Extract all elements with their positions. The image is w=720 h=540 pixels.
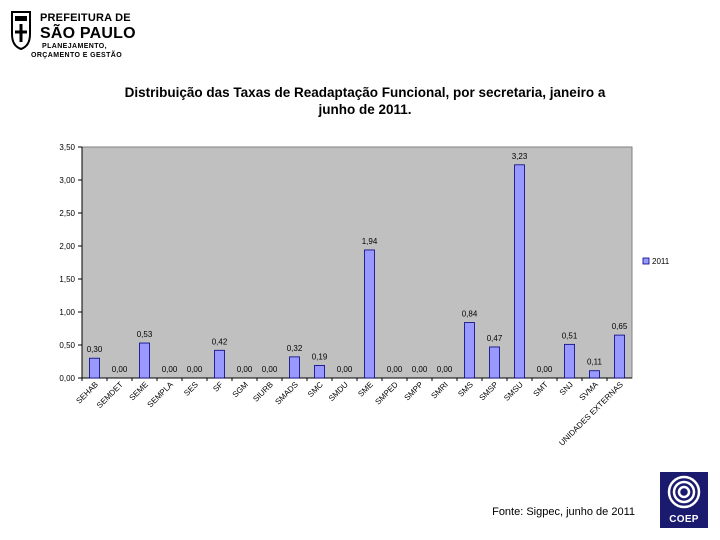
data-label: 0,00: [237, 365, 253, 374]
x-tick-label: SMPED: [373, 380, 400, 407]
bar: [214, 349, 225, 379]
x-tick-label: SEMPLA: [146, 380, 176, 410]
logo-text-sao-paulo: SÃO PAULO: [40, 25, 136, 42]
logo-text-prefeitura: PREFEITURA DE: [40, 12, 131, 24]
plot-area: [81, 146, 633, 379]
bar: [139, 342, 150, 379]
data-label: 0,47: [487, 334, 503, 343]
bar: [614, 334, 625, 379]
data-label: 0,11: [587, 358, 603, 367]
data-label: 0,00: [112, 365, 128, 374]
x-tick-label: SMS: [456, 380, 475, 399]
x-tick-label: SME: [356, 380, 375, 399]
legend-swatch: [642, 257, 650, 265]
x-tick-label: SGM: [231, 380, 250, 399]
bar: [514, 164, 525, 379]
bar: [289, 356, 300, 379]
x-tick-label: SNJ: [558, 380, 575, 397]
data-label: 0,53: [137, 330, 153, 339]
y-tick-label: 3,50: [59, 143, 75, 152]
y-tick-label: 0,00: [59, 374, 75, 383]
data-label: 0,00: [537, 365, 553, 374]
x-tick-label: SF: [211, 380, 225, 394]
data-label: 0,00: [337, 365, 353, 374]
legend-label: 2011: [652, 257, 670, 266]
bar: [314, 365, 325, 379]
bar: [89, 357, 100, 379]
bar: [564, 343, 575, 379]
x-tick-label: SEMDET: [95, 380, 125, 410]
x-tick-label: SMPP: [403, 380, 425, 402]
data-label: 0,84: [462, 310, 478, 319]
chart-title: Distribuição das Taxas de Readaptação Fu…: [100, 84, 630, 118]
data-label: 0,30: [87, 345, 103, 354]
y-tick-label: 1,00: [59, 308, 75, 317]
bar: [589, 370, 600, 379]
data-label: 0,00: [187, 365, 203, 374]
x-tick-label: SMADS: [273, 380, 299, 406]
city-emblem-icon: [11, 11, 31, 50]
y-tick-label: 2,50: [59, 209, 75, 218]
data-label: 0,65: [612, 322, 628, 331]
data-label: 0,32: [287, 344, 303, 353]
data-label: 0,00: [262, 365, 278, 374]
chart-title-line1: Distribuição das Taxas de Readaptação Fu…: [124, 85, 606, 100]
x-tick-label: SMT: [532, 380, 550, 398]
data-label: 0,51: [562, 331, 578, 340]
data-label: 1,94: [362, 237, 378, 246]
data-label: 0,00: [412, 365, 428, 374]
data-label: 0,00: [437, 365, 453, 374]
y-tick-label: 3,00: [59, 176, 75, 185]
x-tick-label: SMRI: [429, 380, 450, 401]
spiral-icon: [667, 475, 701, 509]
logo-text-orcamento: ORÇAMENTO E GESTÃO: [31, 52, 123, 59]
bar: [464, 322, 475, 379]
data-label: 0,19: [312, 352, 328, 361]
coep-logo-text: COEP: [669, 514, 699, 525]
logo-text-planejamento: PLANEJAMENTO,: [42, 43, 107, 50]
x-tick-label: SEME: [128, 380, 150, 402]
x-tick-label: SIURB: [251, 380, 275, 404]
data-label: 0,00: [162, 365, 178, 374]
x-tick-label: SMSU: [502, 380, 525, 403]
source-note: Fonte: Sigpec, junho de 2011: [492, 506, 635, 518]
x-tick-label: SMC: [306, 380, 325, 399]
bar: [364, 249, 375, 379]
y-tick-label: 0,50: [59, 341, 75, 350]
x-tick-label: SVMA: [578, 380, 601, 403]
x-tick-label: SMSP: [478, 380, 500, 402]
data-label: 0,42: [212, 337, 228, 346]
y-tick-label: 2,00: [59, 242, 75, 251]
chart-title-line2: junho de 2011.: [318, 102, 412, 117]
bar: [489, 346, 500, 379]
x-tick-label: SES: [182, 380, 200, 398]
y-tick-label: 1,50: [59, 275, 75, 284]
coep-logo: COEP: [660, 472, 708, 528]
data-label: 3,23: [512, 152, 528, 161]
logo: PREFEITURA DE SÃO PAULO PLANEJAMENTO, OR…: [8, 8, 136, 64]
data-label: 0,00: [387, 365, 403, 374]
x-tick-label: SMDU: [327, 380, 350, 403]
